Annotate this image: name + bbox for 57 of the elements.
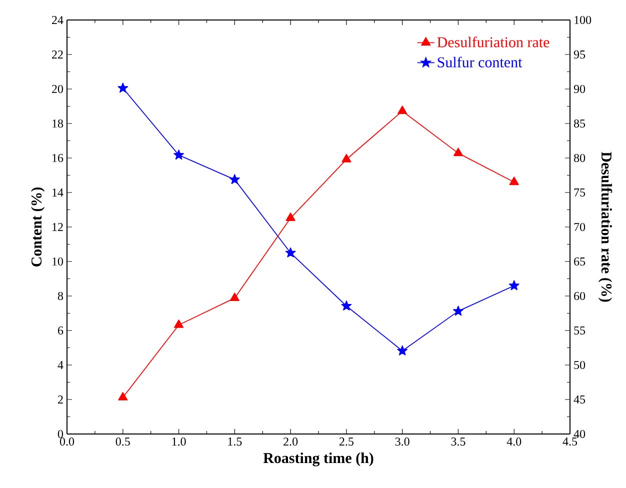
y-tick-label: 10 [52,257,64,266]
x-axis-title: Roasting time (h) [263,452,374,466]
y2-axis-title: Desulfuriation rate (%) [598,152,612,302]
point [174,320,184,328]
x-tick-label: 4.5 [562,438,578,446]
point [453,306,464,316]
y-tick-label: 0 [58,430,64,438]
point [230,292,240,302]
y2-tick-label: 95 [574,50,586,59]
point [398,106,408,114]
y-tick-label: 14 [52,188,64,196]
legend-label: Sulfur content [438,56,522,68]
x-tick-label: 1.0 [172,438,186,446]
y2-tick-label: 65 [574,257,586,266]
point [174,150,184,160]
point [453,148,463,156]
point [229,174,240,184]
y2-tick-label: 90 [574,84,586,94]
y-tick-label: 18 [52,119,64,128]
y-tick-label: 4 [58,361,64,369]
point [397,345,408,356]
y-tick-label: 8 [58,292,64,300]
x-tick-label: 0.0 [60,438,74,446]
y2-tick-label: 55 [574,326,586,334]
y2-tick-label: 80 [574,154,586,162]
x-tick-label: 2.0 [284,438,298,446]
point [286,212,296,221]
point [285,247,296,258]
point [118,392,128,400]
x-tick-label: 3.0 [395,438,410,446]
y2-tick-label: 45 [574,395,586,404]
x-tick-label: 1.5 [228,438,242,446]
x-tick-label: 3.5 [451,438,466,446]
y2-tick-label: 70 [574,222,586,232]
point [341,300,352,310]
x-tick-label: 4.0 [506,438,522,446]
y-tick-label: 2 [58,396,63,404]
legend-label: Desulfuriation rate [437,36,550,48]
y2-tick-label: 50 [574,360,586,370]
point [118,82,128,93]
y-tick-label: 12 [52,223,63,231]
y-tick-label: 20 [52,84,64,94]
y2-tick-label: 40 [574,430,586,438]
point [509,176,519,186]
y2-tick-label: 85 [574,119,586,128]
y-tick-label: 16 [52,154,64,162]
y-tick-label: 6 [58,326,64,335]
x-tick-label: 0.5 [116,438,130,446]
point [508,280,520,290]
y2-tick-label: 75 [574,188,586,196]
x-tick-label: 2.5 [339,438,354,446]
y2-tick-label: 100 [574,16,592,24]
y2-tick-label: 60 [574,292,586,300]
y-tick-label: 22 [52,50,63,58]
y-axis-title: Content (%) [31,187,45,266]
point [342,154,352,162]
y-tick-label: 24 [52,16,64,24]
